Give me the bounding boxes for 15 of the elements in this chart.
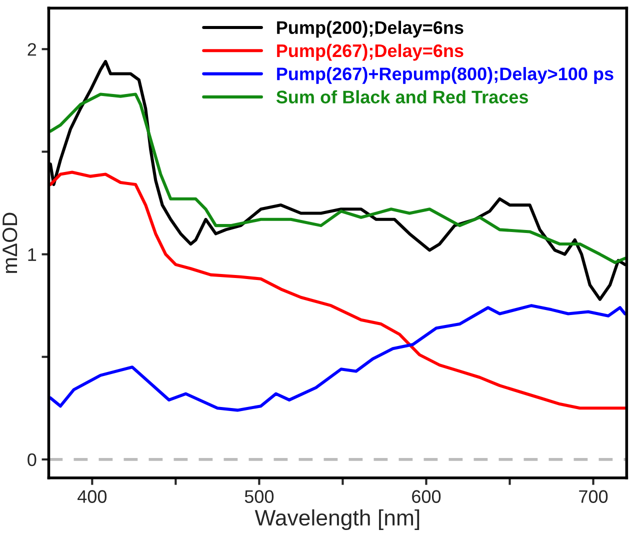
y-axis-title: mΔOD — [2, 212, 18, 273]
x-tick-label: 700 — [579, 490, 608, 503]
line-series — [48, 170, 627, 410]
legend-label: Pump(200);Delay=6ns — [277, 20, 464, 38]
x-tick-label: 400 — [78, 490, 107, 503]
x-tick-label: 500 — [244, 490, 274, 503]
legend-label: Pump(267);Delay=6ns — [277, 44, 464, 61]
legend-label: Sum of Black and Red Traces — [276, 90, 528, 104]
x-tick-label: 600 — [412, 490, 441, 503]
y-tick-label: 1 — [28, 248, 36, 261]
x-axis-title: Wavelength [nm] — [254, 509, 420, 530]
legend-label: Pump(267)+Repump(800);Delay>100 ps — [277, 67, 614, 84]
y-tick-label: 0 — [28, 453, 36, 466]
line-series — [48, 304, 627, 412]
y-tick-label: 2 — [28, 43, 36, 56]
